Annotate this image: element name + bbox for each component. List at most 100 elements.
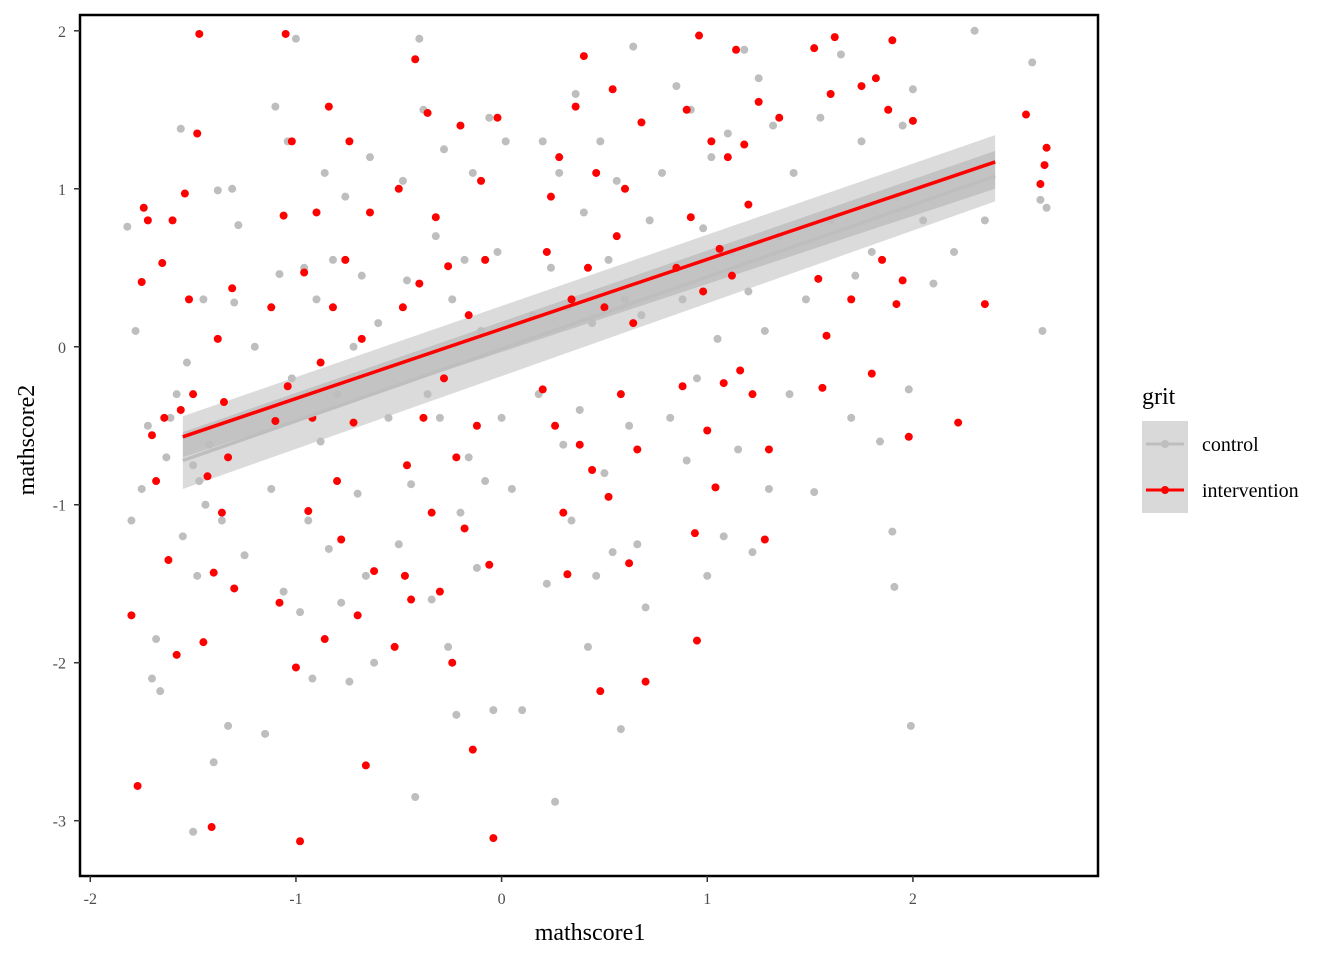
y-axis: -3 -2 -1 0 1 2 [53,24,80,831]
point-control [583,642,592,651]
x-tick-label: 2 [909,891,917,908]
point-control [316,437,325,446]
point-intervention [333,477,342,486]
point-control [261,729,270,738]
point-control [666,413,675,422]
point-control [1038,326,1047,335]
point-intervention [633,445,642,454]
point-intervention [732,45,741,54]
point-intervention [209,568,218,577]
legend-label-control: control [1202,434,1259,456]
point-control [542,579,551,588]
point-intervention [847,295,856,304]
point-intervention [228,284,237,293]
point-control [507,484,516,493]
point-intervention [596,687,605,696]
point-control [452,710,461,719]
point-intervention [337,535,346,544]
regression-lines [182,160,996,463]
point-control [394,540,403,549]
point-control [230,298,239,307]
point-intervention [304,507,313,516]
legend-key-control-dot [1161,440,1169,448]
point-control [538,137,547,146]
point-intervention [472,421,481,430]
point-intervention [826,89,835,98]
point-intervention [481,255,490,264]
point-control [162,453,171,462]
point-intervention [195,29,204,38]
point-intervention [1036,180,1045,189]
point-intervention [435,587,444,596]
confidence-ribbon-intervention [182,135,996,458]
point-intervention [275,598,284,607]
point-intervention [682,105,691,114]
point-control [481,477,490,486]
point-control [785,390,794,399]
point-intervention [616,390,625,399]
x-tick-label: -2 [84,891,97,908]
point-control [620,295,629,304]
point-control [810,488,819,497]
point-control [485,113,494,122]
point-intervention [604,492,613,501]
point-control [199,295,208,304]
point-intervention [678,382,687,391]
point-intervention [199,638,208,647]
point-control [764,484,773,493]
point-control [719,532,728,541]
point-intervention [456,121,465,130]
point-control [304,516,313,525]
point-intervention [625,559,634,568]
point-control [402,276,411,285]
point-control [361,571,370,580]
point-control [370,658,379,667]
legend-title: grit [1142,384,1176,410]
point-control [435,413,444,422]
point-intervention [176,405,185,414]
point-intervention [542,247,551,256]
point-control [341,192,350,201]
point-control [600,469,609,478]
point-control [156,687,165,696]
point-control [629,42,638,51]
point-control [407,480,416,489]
point-control [908,85,917,94]
point-control [588,319,597,328]
data-points [123,26,1051,846]
point-intervention [296,837,305,846]
point-control [411,793,420,802]
point-intervention [139,203,148,212]
point-control [427,595,436,604]
point-control [493,247,502,256]
point-control [672,82,681,91]
point-control [357,271,366,280]
x-tick-label: -1 [289,891,302,908]
point-intervention [608,85,617,94]
point-intervention [133,781,142,790]
point-control [890,582,899,591]
point-intervention [736,366,745,375]
point-intervention [431,213,440,222]
point-control [857,137,866,146]
point-control [703,571,712,580]
point-control [608,548,617,557]
legend: grit control intervention [1142,384,1299,513]
point-control [201,500,210,509]
point-intervention [345,137,354,146]
point-intervention [203,472,212,481]
point-control [224,721,233,730]
point-control [633,540,642,549]
point-control [637,311,646,320]
panel-border [78,13,1100,878]
point-control [950,247,959,256]
point-intervention [281,29,290,38]
point-control [131,326,140,335]
regression-line-control [182,174,996,463]
point-intervention [867,369,876,378]
point-control [205,440,214,449]
point-intervention [137,277,146,286]
point-intervention [629,319,638,328]
point-control [555,168,564,177]
point-intervention [172,650,181,659]
